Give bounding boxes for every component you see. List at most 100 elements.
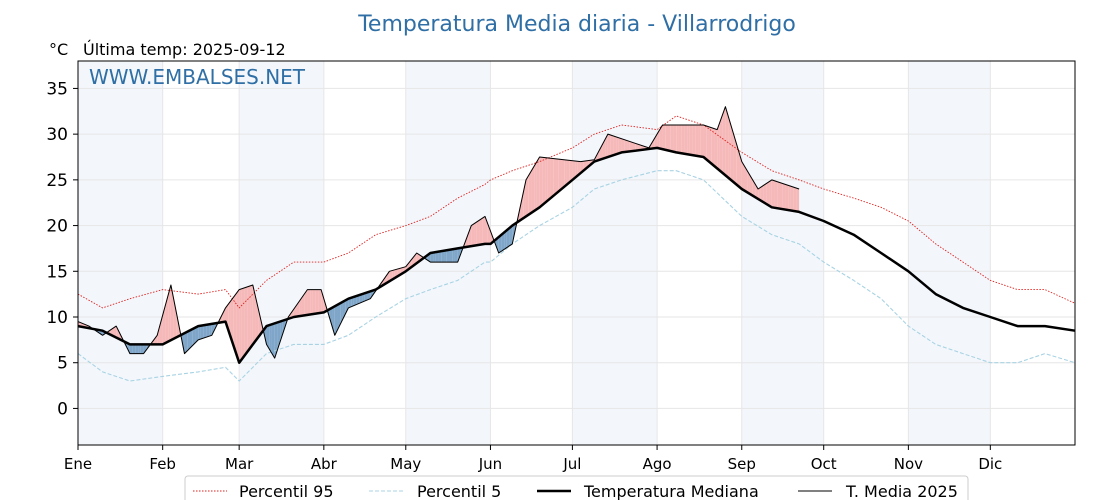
fill-above-median [566,160,570,185]
fill-above-median [610,135,614,157]
fill-above-median [790,186,794,211]
fill-above-median [749,175,753,196]
fill-above-median [304,289,308,316]
fill-above-median [725,106,729,178]
x-tick-label: Jul [562,455,581,473]
legend-label: Percentil 5 [417,482,501,500]
fill-above-median [569,160,573,183]
fill-above-median [556,158,559,194]
fill-above-median [627,140,630,152]
fill-below-median [353,295,357,306]
fill-below-median [187,330,190,351]
y-tick-label: 15 [46,262,68,282]
y-tick-label: 0 [57,399,68,419]
month-band [572,61,658,445]
watermark: WWW.EMBALSES.NET [89,65,306,89]
month-band [78,61,163,445]
fill-below-median [501,232,505,252]
fill-above-median [315,289,319,314]
fill-above-median [774,180,778,209]
fill-above-median [561,159,565,189]
fill-above-median [635,143,638,151]
fill-above-median [542,157,546,205]
month-band [908,61,991,445]
fill-below-median [269,324,272,354]
fill-above-median [291,309,294,318]
fill-above-median [719,114,723,173]
fill-below-median [362,293,365,303]
fill-above-median [239,288,242,363]
fill-below-median [266,325,270,349]
series-media-2025 [77,106,800,359]
fill-above-median [733,134,737,185]
fill-above-median [788,185,791,211]
fill-above-median [657,129,660,149]
fill-below-median [209,323,212,337]
fill-above-median [621,138,625,153]
x-tick-label: Sep [728,455,756,473]
fill-above-median [793,187,797,212]
legend-box [184,475,969,500]
fill-above-median [525,175,529,217]
fill-above-median [523,179,526,219]
fill-above-median [550,158,554,199]
fill-below-median [438,251,442,263]
fill-above-median [222,307,226,323]
month-band [239,61,324,445]
fill-below-median [359,294,363,304]
x-tick-label: Mar [225,455,254,473]
fill-below-median [195,326,199,343]
y-tick-label: 10 [46,308,68,328]
fill-above-median [678,125,682,154]
fill-below-median [452,248,455,263]
fill-above-median [599,144,603,160]
month-bands [78,61,991,445]
fill-above-median [318,289,322,314]
fill-above-median [651,138,655,149]
fill-below-median [348,297,352,308]
fill-below-median [446,249,450,263]
fill-above-median [711,127,715,167]
fill-above-median [572,160,576,180]
fill-below-median [457,247,461,263]
fill-above-median [684,125,688,155]
fill-below-median [129,344,133,354]
chart-title: Temperatura Media diaria - Villarrodrigo [357,12,796,37]
fill-above-median [602,139,606,159]
fill-above-median [547,157,551,201]
fill-below-median [367,291,371,300]
fill-below-median [509,225,513,246]
x-tick-label: Abr [311,455,338,473]
y-tick-label: 5 [57,354,68,374]
fill-below-median [449,249,453,263]
fill-above-median [687,125,690,155]
fill-above-median [170,285,174,341]
x-tick-label: Dic [978,455,1002,473]
fill-above-median [252,285,256,345]
x-tick-label: Oct [811,455,837,473]
fill-above-median [777,181,780,209]
fill-above-median [769,179,772,208]
fill-above-median [321,289,324,313]
fill-below-median [192,327,196,346]
fill-above-median [233,293,237,355]
fill-above-median [708,126,712,164]
fill-above-median [312,289,316,315]
fill-above-median [487,223,491,244]
fill-below-median [274,322,278,359]
fill-below-median [184,331,188,354]
y-tick-label: 20 [46,217,68,237]
fill-below-median [356,295,360,305]
fill-below-median [135,344,139,354]
x-tick-label: Feb [149,455,176,473]
fill-above-median [465,232,469,248]
fill-above-median [616,136,619,155]
fill-above-median [698,125,701,157]
fill-below-median [200,325,204,339]
fill-above-median [386,271,390,283]
fill-below-median [271,323,275,359]
fill-above-median [484,216,488,244]
y-unit-label: °C [49,40,68,59]
fill-above-median [673,125,677,153]
fill-above-median [659,125,663,150]
